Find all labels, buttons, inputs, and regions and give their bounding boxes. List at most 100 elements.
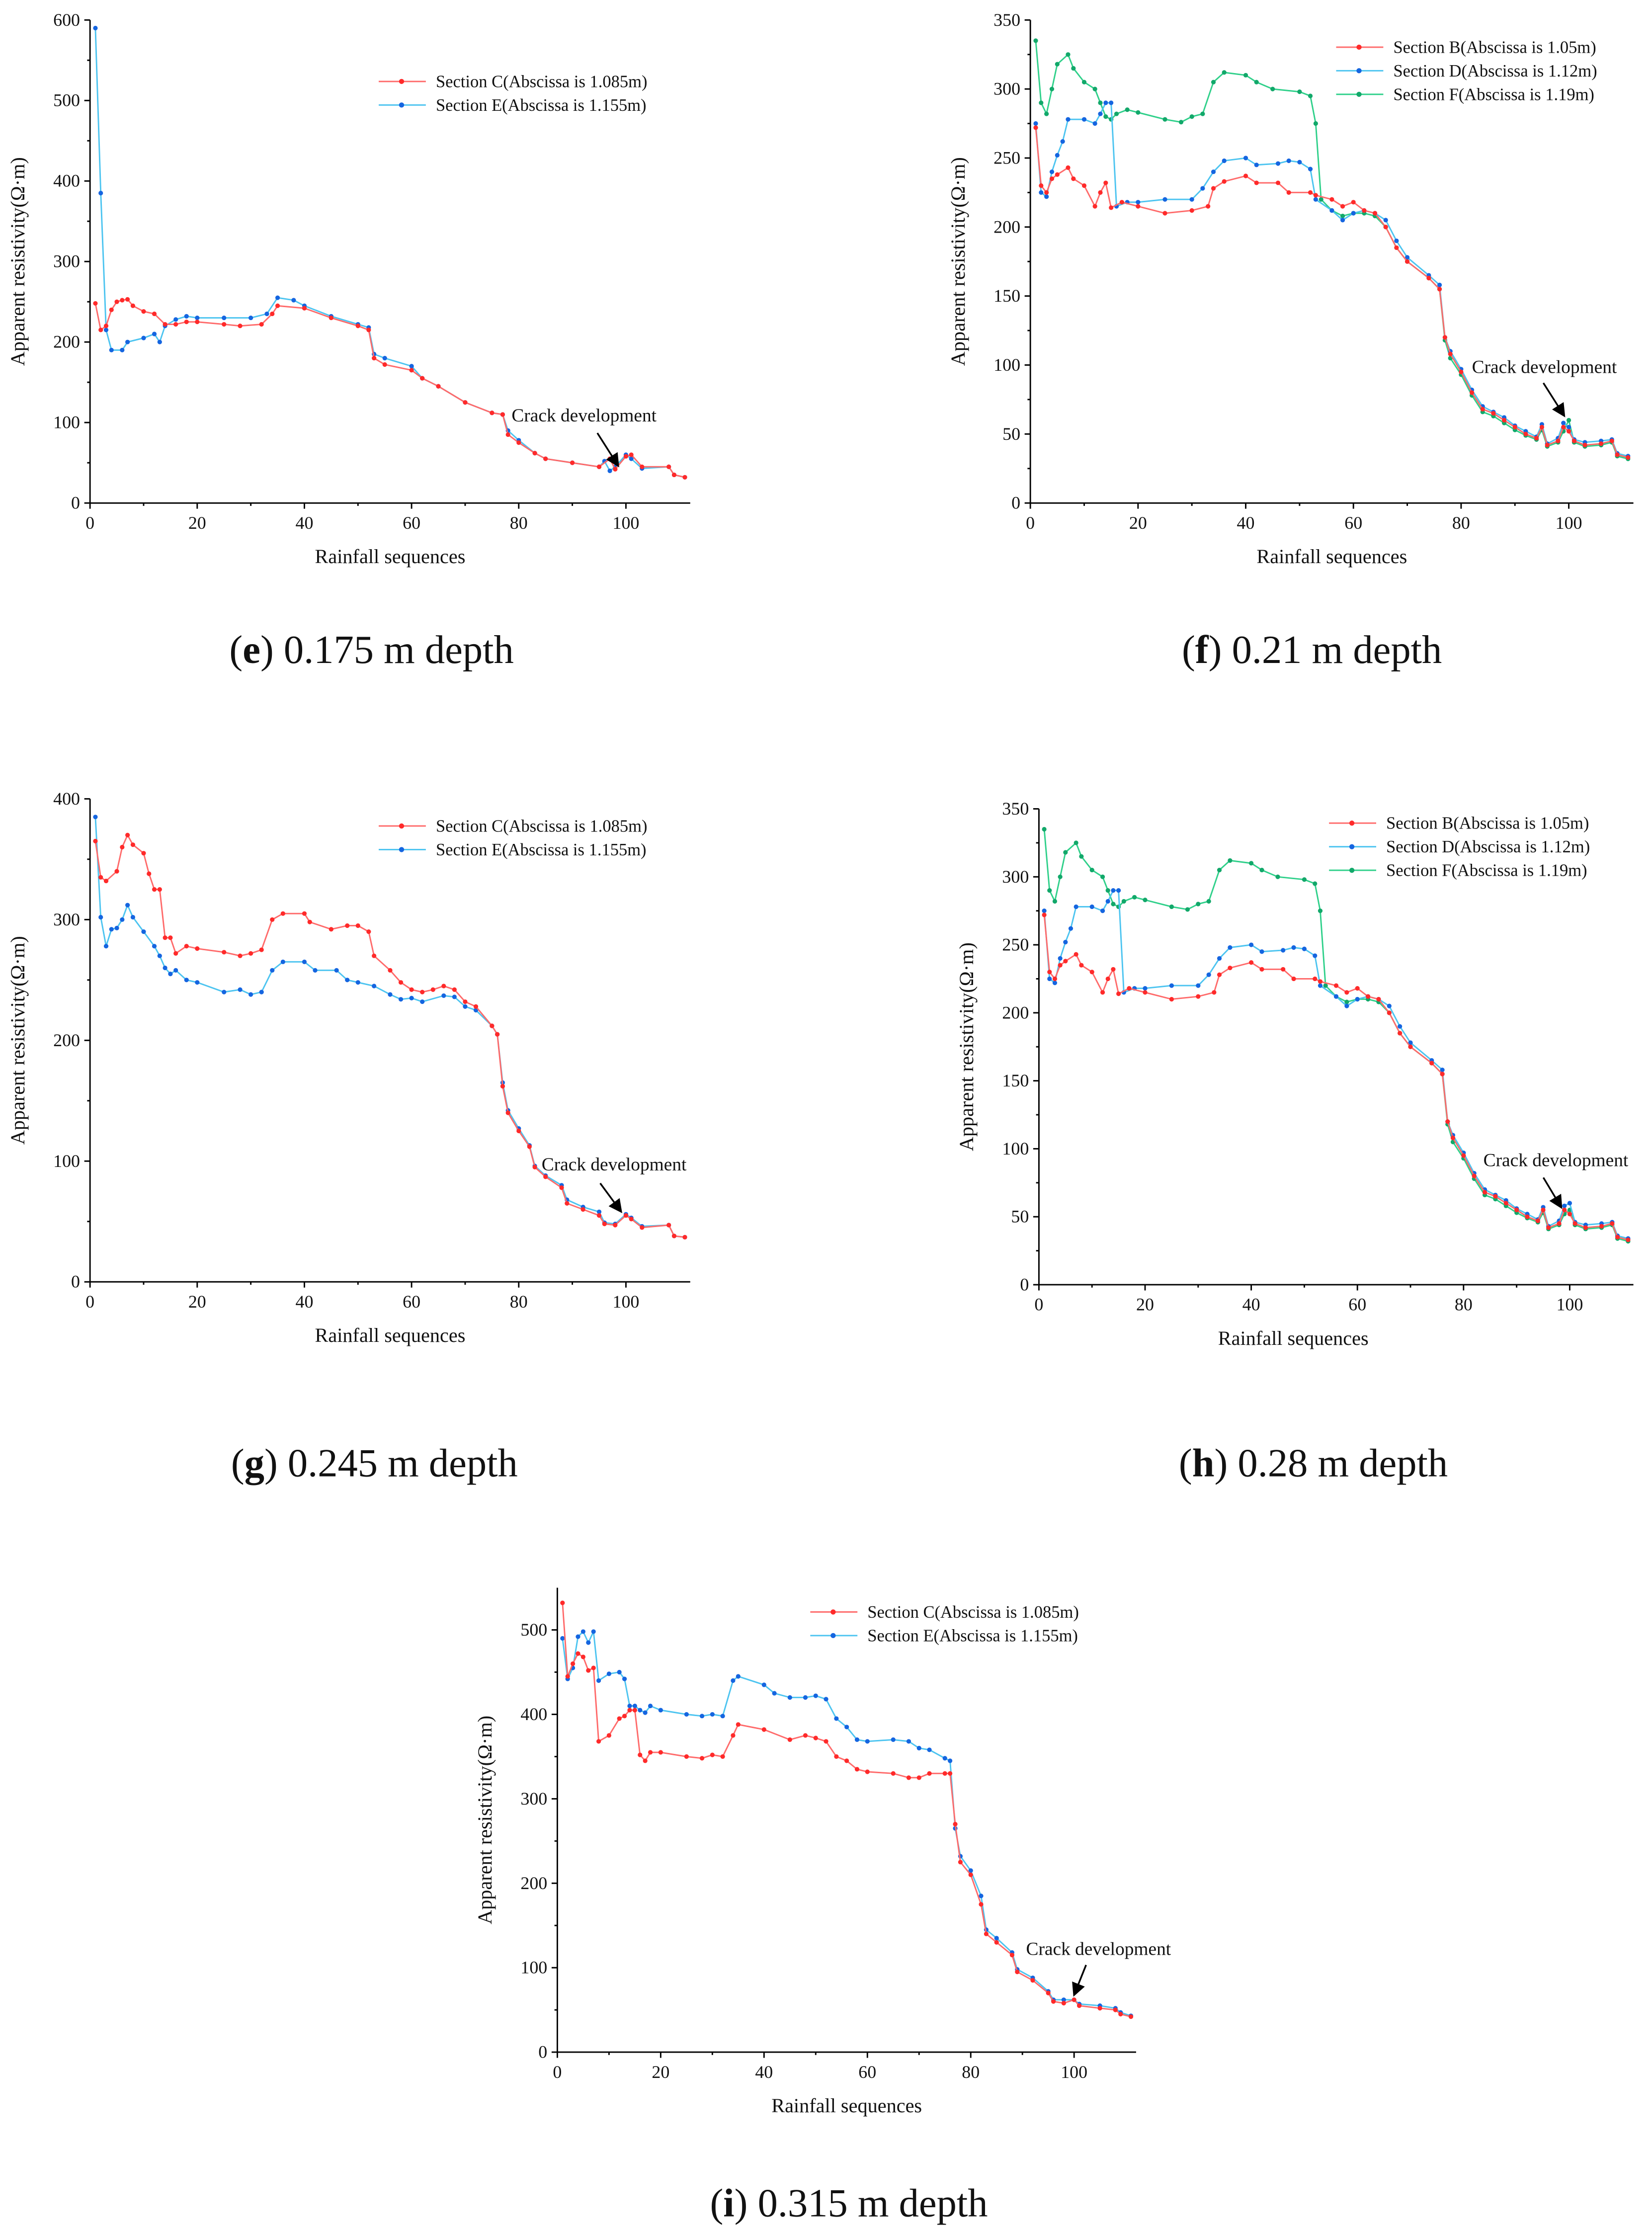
data-point	[891, 1737, 896, 1742]
data-point	[1081, 80, 1087, 84]
data-point	[152, 311, 157, 317]
data-point	[1394, 245, 1399, 250]
x-tick-label: 0	[85, 1292, 94, 1312]
data-point	[1302, 877, 1307, 882]
data-point	[699, 1756, 705, 1761]
data-point	[1243, 73, 1248, 78]
data-point	[1469, 390, 1475, 395]
data-point	[865, 1739, 870, 1744]
x-tick-label: 40	[755, 2062, 773, 2082]
data-point	[1281, 967, 1286, 972]
data-point	[731, 1733, 736, 1738]
data-point	[1228, 965, 1233, 971]
data-point	[622, 1714, 627, 1719]
data-point	[1039, 183, 1044, 188]
data-point	[666, 1223, 671, 1228]
data-point	[684, 1712, 689, 1717]
data-point	[570, 1661, 576, 1666]
series-blue	[1033, 100, 1631, 459]
data-point	[731, 1678, 736, 1683]
caption-text: 0.21 m depth	[1222, 629, 1442, 673]
series-line	[94, 833, 685, 1238]
data-point	[1459, 369, 1464, 374]
data-point	[1066, 52, 1071, 57]
data-point	[329, 927, 333, 932]
data-point	[93, 301, 98, 306]
data-point	[452, 994, 457, 999]
data-point	[130, 303, 136, 308]
data-point	[1394, 238, 1399, 244]
data-point	[1074, 840, 1078, 845]
data-point	[500, 1084, 505, 1089]
chart-caption: (e) 0.175 m depth	[229, 629, 514, 673]
data-point	[1217, 972, 1222, 977]
data-point	[1599, 1224, 1604, 1229]
data-point	[596, 1209, 602, 1214]
y-tick-label: 200	[993, 217, 1020, 237]
data-point	[1039, 190, 1044, 195]
data-point	[302, 306, 307, 311]
caption-letter: h	[1192, 1442, 1215, 1487]
data-point	[813, 1736, 818, 1740]
data-point	[1105, 888, 1110, 893]
data-point	[1572, 1221, 1577, 1226]
data-point	[1051, 1999, 1056, 2004]
legend-label: Section D(Abscissa is 1.12m)	[1394, 62, 1597, 81]
data-point	[1061, 1997, 1066, 2002]
data-point	[1206, 899, 1211, 904]
data-point	[302, 959, 307, 964]
data-point	[1313, 121, 1318, 126]
data-point	[1275, 161, 1281, 166]
data-point	[1566, 417, 1571, 423]
data-point	[157, 339, 162, 344]
data-point	[1626, 1238, 1631, 1242]
data-point	[1437, 287, 1442, 292]
chart-g: 0 20 40 60 80 100 0 100 200 300 400 Rainfall sequen…	[6, 789, 690, 1346]
data-point	[103, 878, 109, 884]
x-tick-label: 40	[1237, 513, 1255, 533]
legend-label: Section B(Abscissa is 1.05m)	[1386, 814, 1589, 833]
data-point	[382, 362, 387, 367]
data-point	[1561, 424, 1566, 430]
data-point	[543, 1174, 548, 1179]
data-point	[168, 972, 173, 977]
data-point	[1567, 1201, 1572, 1206]
data-point	[1365, 994, 1371, 999]
data-point	[109, 307, 114, 312]
data-point	[1472, 1173, 1477, 1178]
data-point	[1249, 960, 1254, 965]
data-point	[682, 475, 687, 480]
data-point	[490, 411, 495, 415]
y-tick-label: 150	[1002, 1071, 1029, 1090]
data-point	[1249, 942, 1254, 947]
data-point	[195, 320, 200, 325]
data-point	[1404, 259, 1410, 264]
x-axis-label: Rainfall sequences	[771, 2094, 922, 2117]
data-point	[1286, 158, 1291, 164]
legend-label: Section E(Abscissa is 1.155m)	[436, 96, 647, 115]
y-tick-label: 400	[520, 1704, 547, 1724]
y-tick-label: 200	[520, 1873, 547, 1893]
x-tick-label: 60	[403, 1292, 420, 1312]
data-point	[1398, 1031, 1403, 1036]
data-point	[1097, 2006, 1102, 2011]
data-point	[834, 1754, 839, 1759]
data-point	[1074, 952, 1078, 957]
data-point	[430, 987, 435, 992]
data-point	[532, 1164, 537, 1170]
data-point	[1583, 1225, 1588, 1230]
data-point	[1103, 180, 1108, 185]
data-point	[1355, 986, 1360, 991]
data-point	[1092, 121, 1097, 126]
y-tick-label: 300	[1002, 867, 1029, 887]
data-point	[1567, 1212, 1572, 1217]
data-point	[1185, 907, 1190, 912]
chart-i: 0 20 40 60 80 100 0 100 200 300 400 500 Rainfall seq…	[474, 1587, 1171, 2117]
data-point	[173, 968, 178, 973]
data-point	[270, 917, 275, 922]
data-point	[1254, 163, 1259, 167]
data-point	[1136, 110, 1141, 115]
data-point	[984, 1931, 989, 1936]
y-tick-label: 200	[53, 1030, 80, 1050]
caption-text: 0.315 m depth	[747, 2182, 988, 2227]
